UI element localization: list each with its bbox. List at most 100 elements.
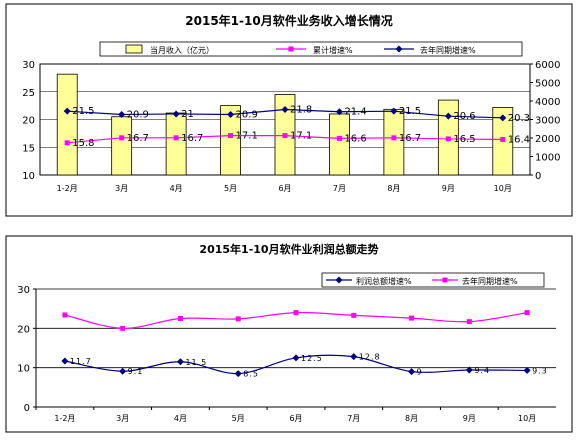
prior-year-growth-label: 21 — [181, 109, 194, 120]
prior-year-growth-point — [227, 111, 235, 119]
profit-growth-label: 12.5 — [301, 354, 323, 363]
cumulative-growth-point — [500, 136, 506, 142]
chart1-category-label: 6月 — [278, 184, 291, 193]
profit-prior-year-point — [120, 325, 126, 331]
chart1-legend-box — [99, 41, 523, 57]
chart2-y-tick-label: 30 — [17, 285, 30, 296]
chart2-category-label: 5月 — [232, 414, 245, 423]
profit-prior-year-point — [293, 310, 299, 316]
legend-label-profit-prior-year: 去年同期增速% — [462, 276, 518, 286]
cumulative-growth-point — [282, 133, 288, 139]
prior-year-growth-point — [390, 107, 398, 115]
revenue-bar — [220, 105, 241, 176]
chart1-category-label: 10月 — [494, 184, 512, 193]
profit-growth-point — [350, 353, 358, 361]
prior-year-growth-point — [335, 108, 343, 116]
profit-prior-year-point — [524, 310, 530, 316]
profit-growth-point — [523, 366, 531, 374]
cumulative-growth-label: 16.7 — [181, 133, 203, 144]
profit-growth-label: 11.7 — [70, 357, 92, 366]
profit-growth-label: 8.5 — [243, 370, 259, 379]
chart2-title: 2015年1-10月软件业利润总额走势 — [199, 242, 378, 256]
chart1-right-tick-label: 3000 — [535, 116, 560, 127]
cumulative-growth-point — [228, 133, 234, 139]
chart1-right-tick-label: 0 — [535, 171, 541, 182]
profit-growth-point — [292, 354, 300, 362]
chart1-right-tick-label: 4000 — [535, 97, 560, 108]
prior-year-growth-point — [172, 110, 180, 118]
chart2-category-label: 3月 — [116, 414, 129, 423]
chart1-left-tick-label: 30 — [22, 60, 35, 71]
chart2-y-tick-label: 10 — [17, 364, 30, 375]
legend-marker-prior-year — [395, 45, 403, 53]
legend-label-prior-year: 去年同期增速% — [420, 45, 476, 55]
prior-year-growth-point — [499, 114, 507, 122]
legend-marker-cumulative — [288, 46, 294, 52]
legend-label-profit: 利润总额增速% — [356, 276, 412, 286]
chart2-y-tick-label: 0 — [24, 403, 30, 414]
prior-year-growth-point — [281, 106, 289, 114]
chart2-category-label: 8月 — [405, 414, 418, 423]
prior-year-growth-label: 20.6 — [453, 111, 475, 122]
legend-swatch-revenue — [125, 44, 143, 54]
profit-growth-point — [176, 358, 184, 366]
chart2-category-label: 10月 — [518, 414, 536, 423]
chart1-right-tick-label: 1000 — [535, 153, 560, 164]
chart1-right-tick-label: 5000 — [535, 79, 560, 90]
prior-year-growth-label: 20.9 — [127, 110, 149, 121]
cumulative-growth-label: 17.1 — [290, 131, 312, 142]
profit-growth-label: 11.5 — [185, 358, 207, 367]
chart2-frame — [5, 235, 573, 433]
profit-growth-point — [465, 366, 473, 374]
chart1-left-tick-label: 20 — [22, 116, 35, 127]
prior-year-growth-point — [63, 107, 71, 115]
chart2-legend: 利润总额增速% 去年同期增速% — [321, 272, 545, 288]
chart1-category-label: 1-2月 — [57, 184, 78, 193]
legend-marker-profit-prior-year — [442, 277, 448, 283]
prior-year-growth-label: 21.5 — [399, 106, 421, 117]
cumulative-growth-point — [119, 135, 125, 141]
chart1-category-label: 5月 — [224, 184, 237, 193]
chart1-category-label: 9月 — [442, 184, 455, 193]
revenue-bar — [165, 112, 187, 176]
chart1-category-label: 4月 — [170, 184, 183, 193]
profit-growth-point — [61, 357, 69, 365]
cumulative-growth-label: 16.7 — [399, 133, 421, 144]
cumulative-growth-point — [64, 140, 70, 146]
chart2-y-tick-label: 20 — [17, 324, 30, 335]
cumulative-growth-label: 16.6 — [344, 133, 366, 144]
chart1-title: 2015年1-10月软件业务收入增长情况 — [185, 13, 392, 28]
cumulative-growth-point — [336, 135, 342, 141]
chart1-category-label: 7月 — [333, 184, 346, 193]
profit-growth-point — [234, 370, 242, 378]
chart2-category-label: 9月 — [463, 414, 476, 423]
chart2-category-label: 1-2月 — [54, 414, 75, 423]
profit-growth-label: 9.4 — [474, 366, 490, 375]
profit-prior-year-point — [62, 312, 68, 318]
chart1-right-tick-label: 6000 — [535, 60, 560, 71]
chart1-left-tick-label: 25 — [22, 88, 35, 99]
prior-year-growth-label: 20.3 — [508, 113, 530, 124]
profit-prior-year-point — [409, 315, 415, 321]
profit-prior-year-point — [351, 312, 357, 318]
cumulative-growth-label: 16.7 — [127, 133, 149, 144]
chart1-left-tick-label: 10 — [22, 171, 35, 182]
revenue-bar — [329, 113, 350, 176]
chart1-category-label: 3月 — [115, 184, 128, 193]
prior-year-growth-label: 21.5 — [72, 106, 94, 117]
revenue-bar — [111, 116, 133, 176]
cumulative-growth-label: 17.1 — [236, 131, 258, 142]
chart2-category-label: 4月 — [174, 414, 187, 423]
chart1-left-tick-label: 15 — [22, 143, 35, 154]
chart1-category-label: 8月 — [387, 184, 400, 193]
revenue-chart: 10 15 20 25 30 0 1000 2000 3000 4000 5000 6000 1-2月 3… — [22, 41, 560, 193]
revenue-bar — [56, 73, 78, 176]
profit-prior-year-point — [466, 319, 472, 325]
profit-growth-label: 12.8 — [359, 353, 381, 362]
chart2-category-label: 7月 — [347, 414, 360, 423]
prior-year-growth-label: 20.9 — [236, 110, 258, 121]
cumulative-growth-label: 16.4 — [508, 134, 530, 145]
prior-year-growth-label: 21.4 — [344, 107, 366, 118]
